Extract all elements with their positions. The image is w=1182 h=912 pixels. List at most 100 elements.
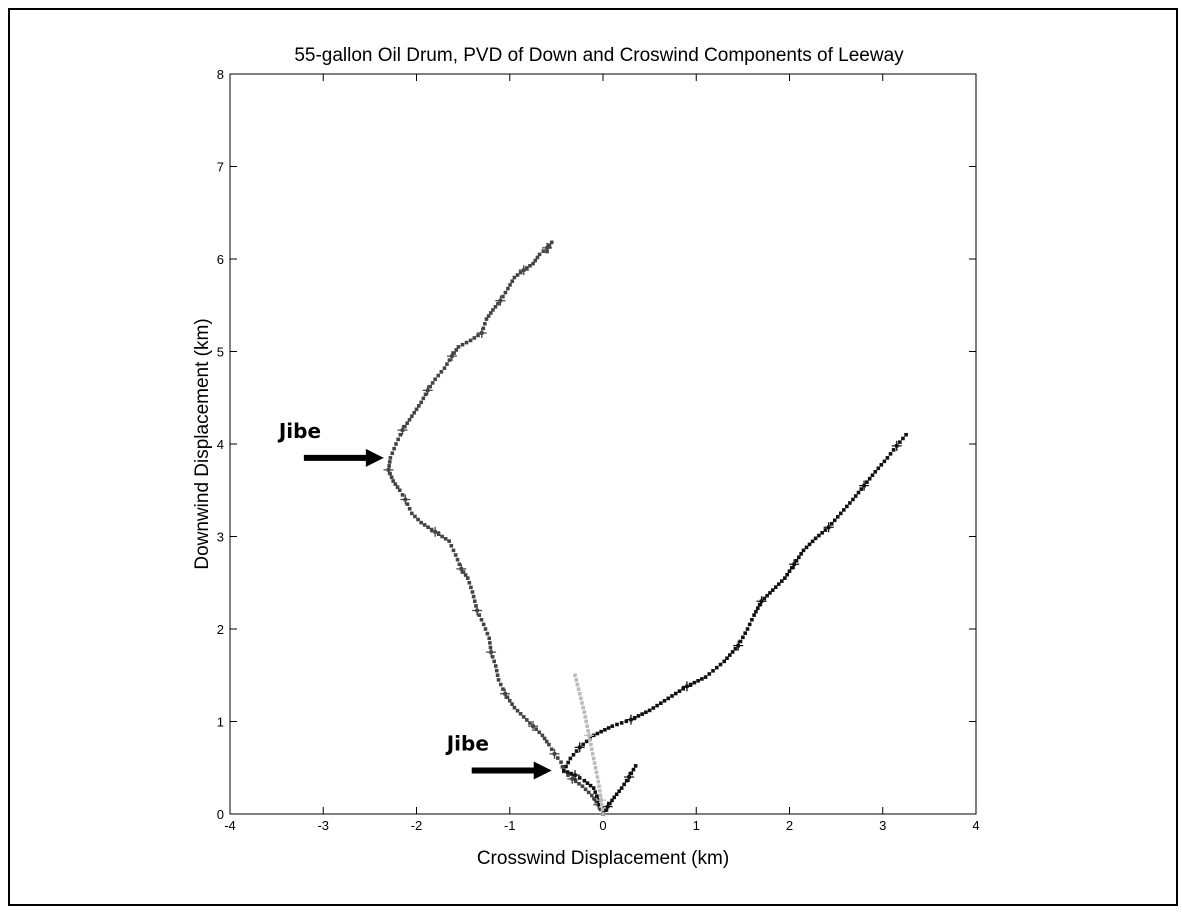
y-tick-label: 0 [217,807,224,822]
track-dot [651,706,656,710]
track-dot [856,490,861,495]
track-dot [820,531,824,535]
track-dot [711,669,715,673]
x-axis-label: Crosswind Displacement (km) [477,848,729,869]
track-dot [471,594,476,599]
track-dot [577,691,582,696]
y-tick-label: 8 [217,67,224,82]
track-dot [885,456,890,460]
track-dot [752,613,756,617]
track-dot [388,456,393,460]
track-dot [597,784,601,789]
track-dot [495,673,500,678]
track-dot [598,802,602,807]
track-dot [405,421,409,425]
track-dot [707,672,712,676]
track-dot [468,338,473,343]
track-dot [562,768,566,773]
track-dot [389,475,394,480]
chart-plot: 55-gallon Oil Drum, PVD of Down and Cros… [192,45,980,869]
track-dot [594,794,599,798]
track-dot [533,258,538,263]
x-tick-label: 1 [693,818,700,833]
track-dot [414,407,419,412]
track-dot [537,252,542,257]
track-dot [655,703,659,708]
track-dot [585,724,589,728]
track-dot [590,747,594,752]
track-dot [743,631,748,635]
plus-marker [596,795,607,806]
plus-marker [400,494,411,505]
track-dot [429,527,434,532]
plus-marker [624,772,635,782]
track-dot [588,738,592,742]
track-dot [876,466,881,471]
track-dot [601,812,605,816]
track-dot [410,414,414,419]
plot-area [229,73,977,815]
track-dot [898,440,902,444]
arrow-head [533,761,552,780]
track-dot [501,687,505,691]
track-dot [741,635,745,640]
track-dot [545,249,549,254]
track-dot [670,694,674,698]
track-dot [531,261,535,266]
track-dot [470,590,475,594]
track-dot [577,776,582,780]
track-dot [624,778,629,783]
track-dot [443,537,448,541]
track-dot [496,678,501,682]
track-dot [591,786,596,790]
track-dot [579,696,583,701]
plus-marker [891,440,902,451]
track-dot [586,790,591,795]
track-dot [612,795,616,800]
plus-marker [681,681,692,692]
track-dot [549,240,554,245]
track-dot [610,798,614,803]
track-dot [568,756,573,761]
track-dot [681,686,685,691]
track-dot [633,764,638,768]
track-dot [859,487,864,491]
track-dot [426,525,430,530]
track-dot [813,536,818,541]
track-dot [534,727,538,732]
track-dot [496,301,500,306]
track-dot [765,593,769,598]
track-dot [901,436,905,441]
track-dot [882,459,887,464]
annotation-label: Jibe [445,732,489,756]
track-dot [865,480,869,484]
track-dot [810,539,815,544]
track-dot [603,728,607,732]
track-dot [515,273,520,277]
plus-marker [476,328,487,338]
track-dot [416,517,420,522]
track-dot [608,801,612,806]
track-dot [606,726,611,730]
track-dot [485,631,490,636]
track-dot [442,366,447,370]
jibe-annotation: Jibe [277,419,384,467]
track-dot [540,733,545,738]
track-dot [787,569,792,573]
x-tick-label: 2 [786,818,793,833]
track-dot [659,701,663,705]
track-dot [451,548,456,553]
track-dot [594,770,599,775]
track-dot [392,446,396,451]
track-dot [388,471,392,476]
track-dot [506,286,510,291]
track-dot [483,627,488,631]
track-dot [515,708,520,713]
track-dot [440,534,444,539]
plus-marker [549,748,560,759]
track-dot [508,283,512,287]
track-dot [790,565,794,570]
track-dot [615,722,619,727]
track-dot [584,739,589,744]
track-dot [510,279,515,283]
